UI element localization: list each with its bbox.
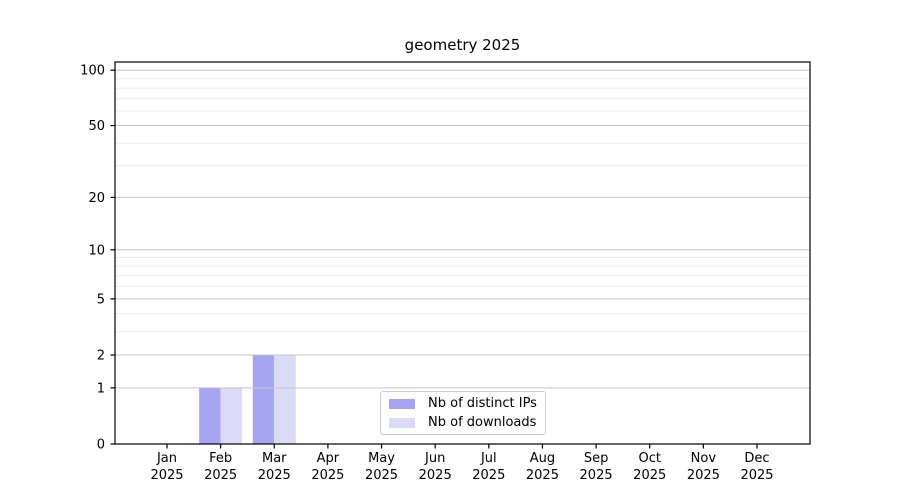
- x-tick-label-month-nov: Nov: [691, 451, 717, 466]
- legend-swatch-downloads: [389, 417, 415, 428]
- y-tick-label-20: 20: [88, 191, 105, 206]
- x-tick-label-year-jan: 2025: [150, 468, 183, 483]
- x-tick-label-year-mar: 2025: [258, 468, 291, 483]
- x-tick-label-month-mar: Mar: [262, 451, 287, 466]
- legend-item-downloads: Nb of downloads: [389, 415, 537, 430]
- legend: Nb of distinct IPs Nb of downloads: [380, 391, 546, 435]
- bar-downloads-feb: [220, 387, 243, 444]
- x-tick-label-year-oct: 2025: [633, 468, 666, 483]
- y-tick-label-100: 100: [80, 64, 105, 79]
- y-tick-label-1: 1: [97, 381, 105, 396]
- y-tick-label-0: 0: [97, 438, 105, 453]
- x-tick-label-month-apr: Apr: [317, 451, 340, 466]
- x-tick-label-year-nov: 2025: [687, 468, 720, 483]
- x-tick-label-month-feb: Feb: [209, 451, 232, 466]
- bar-distinct-ips-feb: [199, 387, 221, 444]
- x-tick-label-month-dec: Dec: [744, 451, 769, 466]
- x-tick-label-month-may: May: [368, 451, 395, 466]
- x-tick-label-year-sep: 2025: [580, 468, 613, 483]
- axis-frame: [114, 61, 811, 445]
- y-tick-label-5: 5: [97, 292, 105, 307]
- x-tick-label-year-apr: 2025: [311, 468, 344, 483]
- x-tick-label-year-jun: 2025: [419, 468, 452, 483]
- legend-label-downloads: Nb of downloads: [428, 415, 537, 430]
- x-tick-label-year-may: 2025: [365, 468, 398, 483]
- x-tick-label-year-jul: 2025: [472, 468, 505, 483]
- x-tick-label-month-aug: Aug: [530, 451, 555, 466]
- x-tick-label-month-sep: Sep: [584, 451, 609, 466]
- x-tick-label-month-jun: Jun: [424, 451, 445, 466]
- y-tick-label-50: 50: [88, 119, 105, 134]
- x-tick-label-month-jul: Jul: [480, 451, 497, 466]
- y-tick-label-10: 10: [88, 243, 105, 258]
- legend-swatch-distinct-ips: [389, 398, 415, 409]
- x-tick-label-year-dec: 2025: [740, 468, 773, 483]
- bar-distinct-ips-mar: [252, 355, 275, 444]
- y-tick-label-2: 2: [97, 349, 105, 364]
- x-tick-label-year-aug: 2025: [526, 468, 559, 483]
- x-tick-label-month-jan: Jan: [156, 451, 177, 466]
- bar-downloads-mar: [274, 355, 296, 444]
- x-tick-label-month-oct: Oct: [638, 451, 660, 466]
- x-tick-label-year-feb: 2025: [204, 468, 237, 483]
- legend-label-distinct-ips: Nb of distinct IPs: [428, 396, 537, 411]
- chart-title: geometry 2025: [404, 36, 521, 54]
- legend-item-distinct-ips: Nb of distinct IPs: [389, 396, 537, 411]
